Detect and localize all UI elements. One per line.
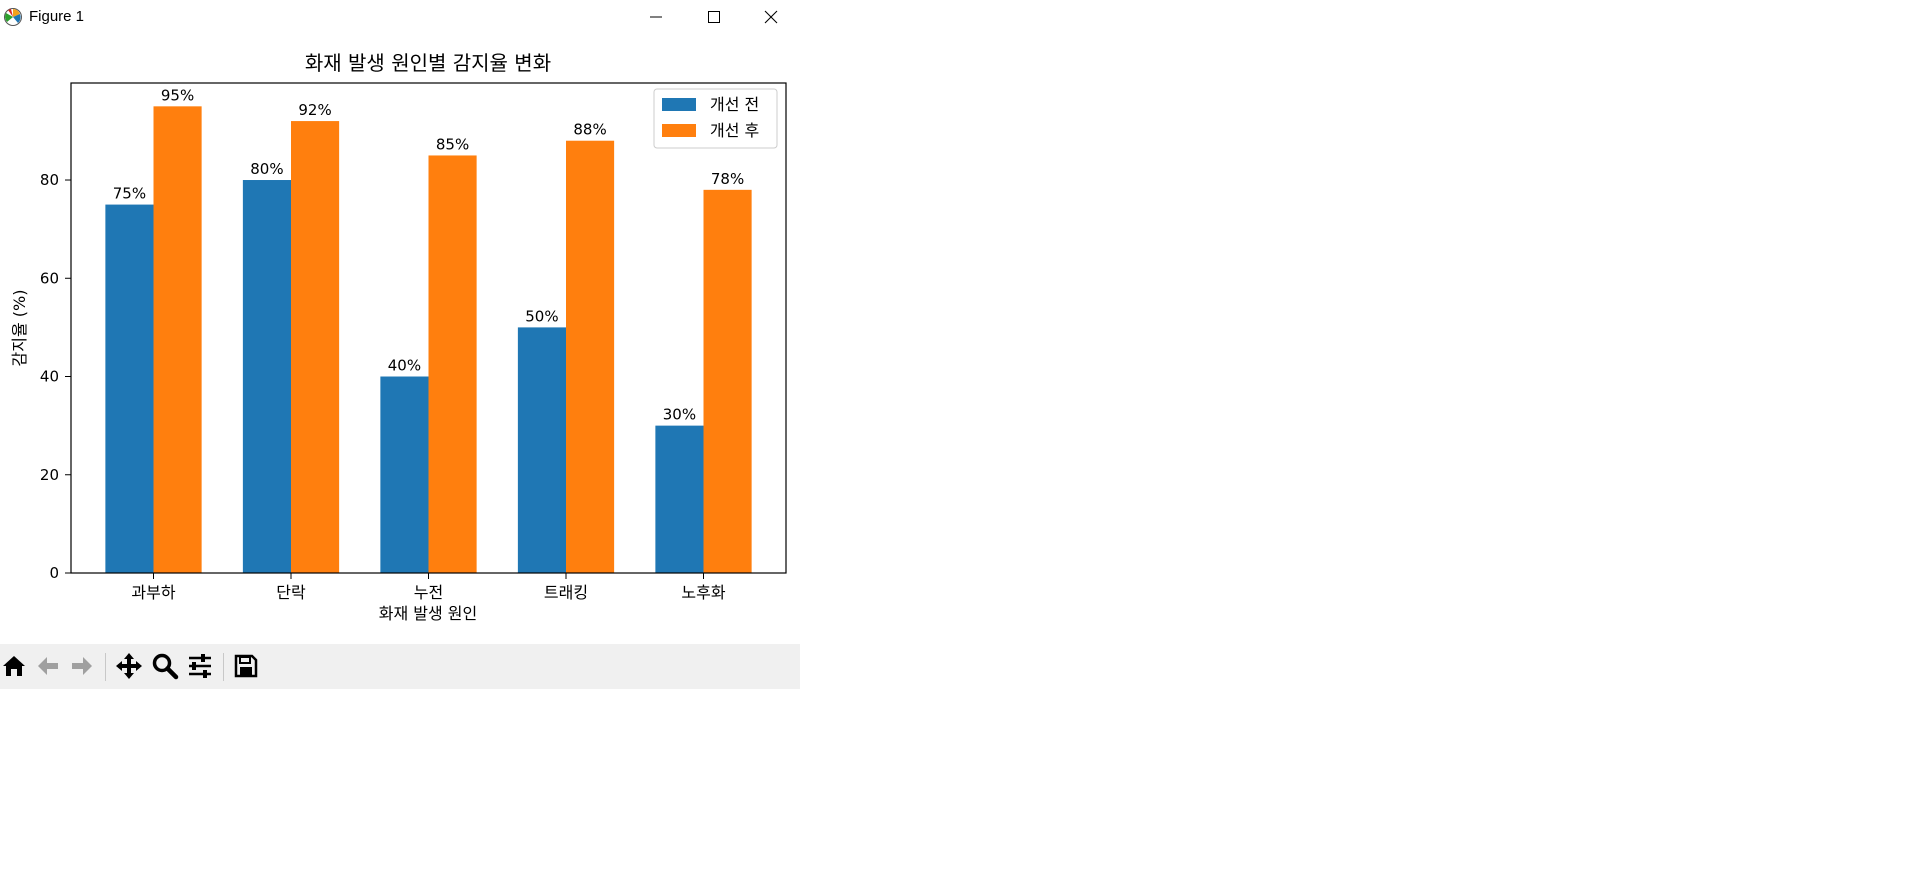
data-label-after-1: 92% bbox=[298, 101, 331, 119]
y-tick-label-4: 80 bbox=[40, 171, 59, 189]
bar-before-1 bbox=[242, 180, 291, 573]
bar-after-3 bbox=[566, 140, 615, 573]
figure-window: Figure 1 화재 발생 원인별 감지율 변화 75% 80% 40% 50% 30… bbox=[0, 0, 800, 689]
chart-title: 화재 발생 원인별 감지율 변화 bbox=[305, 51, 551, 75]
x-axis-label: 화재 발생 원인 bbox=[379, 604, 478, 623]
y-tick-label-2: 40 bbox=[40, 368, 59, 386]
minimize-button[interactable] bbox=[627, 0, 685, 34]
y-tick-label-3: 60 bbox=[40, 269, 59, 287]
navigation-toolbar bbox=[0, 644, 800, 689]
back-arrow-icon bbox=[38, 657, 58, 675]
legend-swatch-before bbox=[662, 98, 696, 111]
home-icon bbox=[3, 656, 25, 676]
forward-button[interactable] bbox=[65, 649, 99, 683]
bar-before-2 bbox=[380, 376, 429, 573]
bar-before-3 bbox=[517, 327, 566, 573]
maximize-icon bbox=[708, 11, 720, 23]
configure-subplots-button[interactable] bbox=[183, 649, 217, 683]
data-label-before-3: 50% bbox=[525, 307, 558, 325]
plot-canvas[interactable]: 화재 발생 원인별 감지율 변화 75% 80% 40% 50% 30% 95% 92% 85… bbox=[0, 34, 800, 644]
y-tick-label-1: 20 bbox=[40, 466, 59, 484]
x-tick-label-0: 과부하 bbox=[131, 583, 175, 602]
save-button[interactable] bbox=[229, 649, 263, 683]
back-button[interactable] bbox=[31, 649, 65, 683]
legend-label-before: 개선 전 bbox=[710, 95, 759, 114]
window-title: Figure 1 bbox=[29, 8, 85, 25]
pan-icon bbox=[116, 653, 142, 679]
toolbar-separator bbox=[223, 653, 224, 681]
data-label-after-4: 78% bbox=[711, 170, 744, 188]
bar-chart: 화재 발생 원인별 감지율 변화 75% 80% 40% 50% 30% 95% 92% 85… bbox=[10, 51, 787, 623]
data-label-before-2: 40% bbox=[388, 357, 421, 375]
axes-frame bbox=[70, 82, 787, 574]
bar-after-0 bbox=[153, 106, 202, 573]
x-tick-label-1: 단락 bbox=[276, 583, 306, 602]
maximize-button[interactable] bbox=[685, 0, 743, 34]
data-label-before-4: 30% bbox=[663, 406, 696, 424]
pan-button[interactable] bbox=[112, 649, 146, 683]
legend-swatch-after bbox=[662, 124, 696, 137]
data-label-after-3: 88% bbox=[573, 121, 606, 139]
legend-label-after: 개선 후 bbox=[710, 121, 759, 140]
x-tick-label-2: 누전 bbox=[414, 583, 443, 602]
close-icon bbox=[764, 10, 778, 24]
save-icon bbox=[234, 654, 258, 678]
bar-after-1 bbox=[291, 121, 340, 573]
matplotlib-icon bbox=[4, 8, 22, 26]
y-axis-label: 감지율 (%) bbox=[10, 290, 29, 367]
bar-before-0 bbox=[105, 204, 154, 573]
y-tick-label-0: 0 bbox=[49, 564, 59, 582]
legend: 개선 전 개선 후 bbox=[653, 88, 778, 149]
forward-arrow-icon bbox=[72, 657, 92, 675]
bar-before-4 bbox=[655, 425, 704, 573]
home-button[interactable] bbox=[0, 649, 31, 683]
toolbar-separator bbox=[105, 653, 106, 681]
data-label-after-2: 85% bbox=[436, 135, 469, 153]
minimize-icon bbox=[650, 16, 662, 18]
bar-after-4 bbox=[703, 189, 752, 573]
data-label-after-0: 95% bbox=[161, 86, 194, 104]
data-label-before-1: 80% bbox=[250, 160, 283, 178]
bar-after-2 bbox=[428, 155, 477, 573]
data-label-before-0: 75% bbox=[113, 185, 146, 203]
title-bar[interactable]: Figure 1 bbox=[0, 0, 800, 34]
zoom-icon bbox=[152, 653, 179, 680]
close-button[interactable] bbox=[742, 0, 800, 34]
x-tick-label-4: 노후화 bbox=[681, 583, 725, 602]
configure-subplots-icon bbox=[189, 654, 211, 678]
x-tick-label-3: 트래킹 bbox=[544, 583, 588, 602]
zoom-button[interactable] bbox=[148, 649, 182, 683]
